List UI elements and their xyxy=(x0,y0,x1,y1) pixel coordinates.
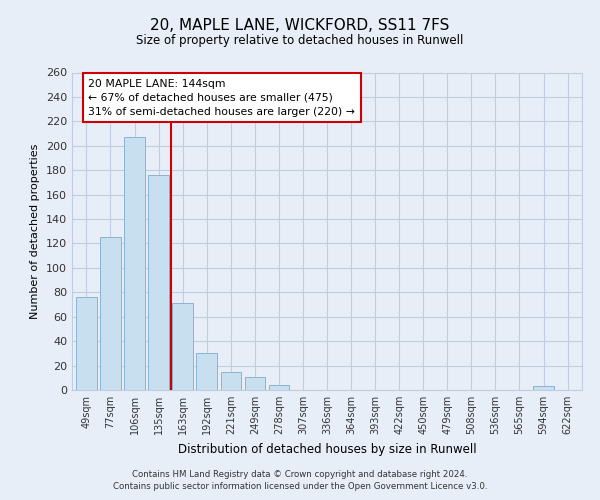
Text: 20, MAPLE LANE, WICKFORD, SS11 7FS: 20, MAPLE LANE, WICKFORD, SS11 7FS xyxy=(151,18,449,32)
Text: Contains public sector information licensed under the Open Government Licence v3: Contains public sector information licen… xyxy=(113,482,487,491)
Bar xyxy=(76,297,97,390)
Bar xyxy=(245,376,265,390)
Bar xyxy=(269,385,289,390)
Bar xyxy=(100,238,121,390)
Bar xyxy=(221,372,241,390)
Text: 20 MAPLE LANE: 144sqm
← 67% of detached houses are smaller (475)
31% of semi-det: 20 MAPLE LANE: 144sqm ← 67% of detached … xyxy=(88,78,355,116)
X-axis label: Distribution of detached houses by size in Runwell: Distribution of detached houses by size … xyxy=(178,442,476,456)
Bar xyxy=(172,304,193,390)
Text: Size of property relative to detached houses in Runwell: Size of property relative to detached ho… xyxy=(136,34,464,47)
Bar xyxy=(196,354,217,390)
Bar xyxy=(148,175,169,390)
Bar xyxy=(533,386,554,390)
Text: Contains HM Land Registry data © Crown copyright and database right 2024.: Contains HM Land Registry data © Crown c… xyxy=(132,470,468,479)
Bar xyxy=(124,137,145,390)
Y-axis label: Number of detached properties: Number of detached properties xyxy=(31,144,40,319)
